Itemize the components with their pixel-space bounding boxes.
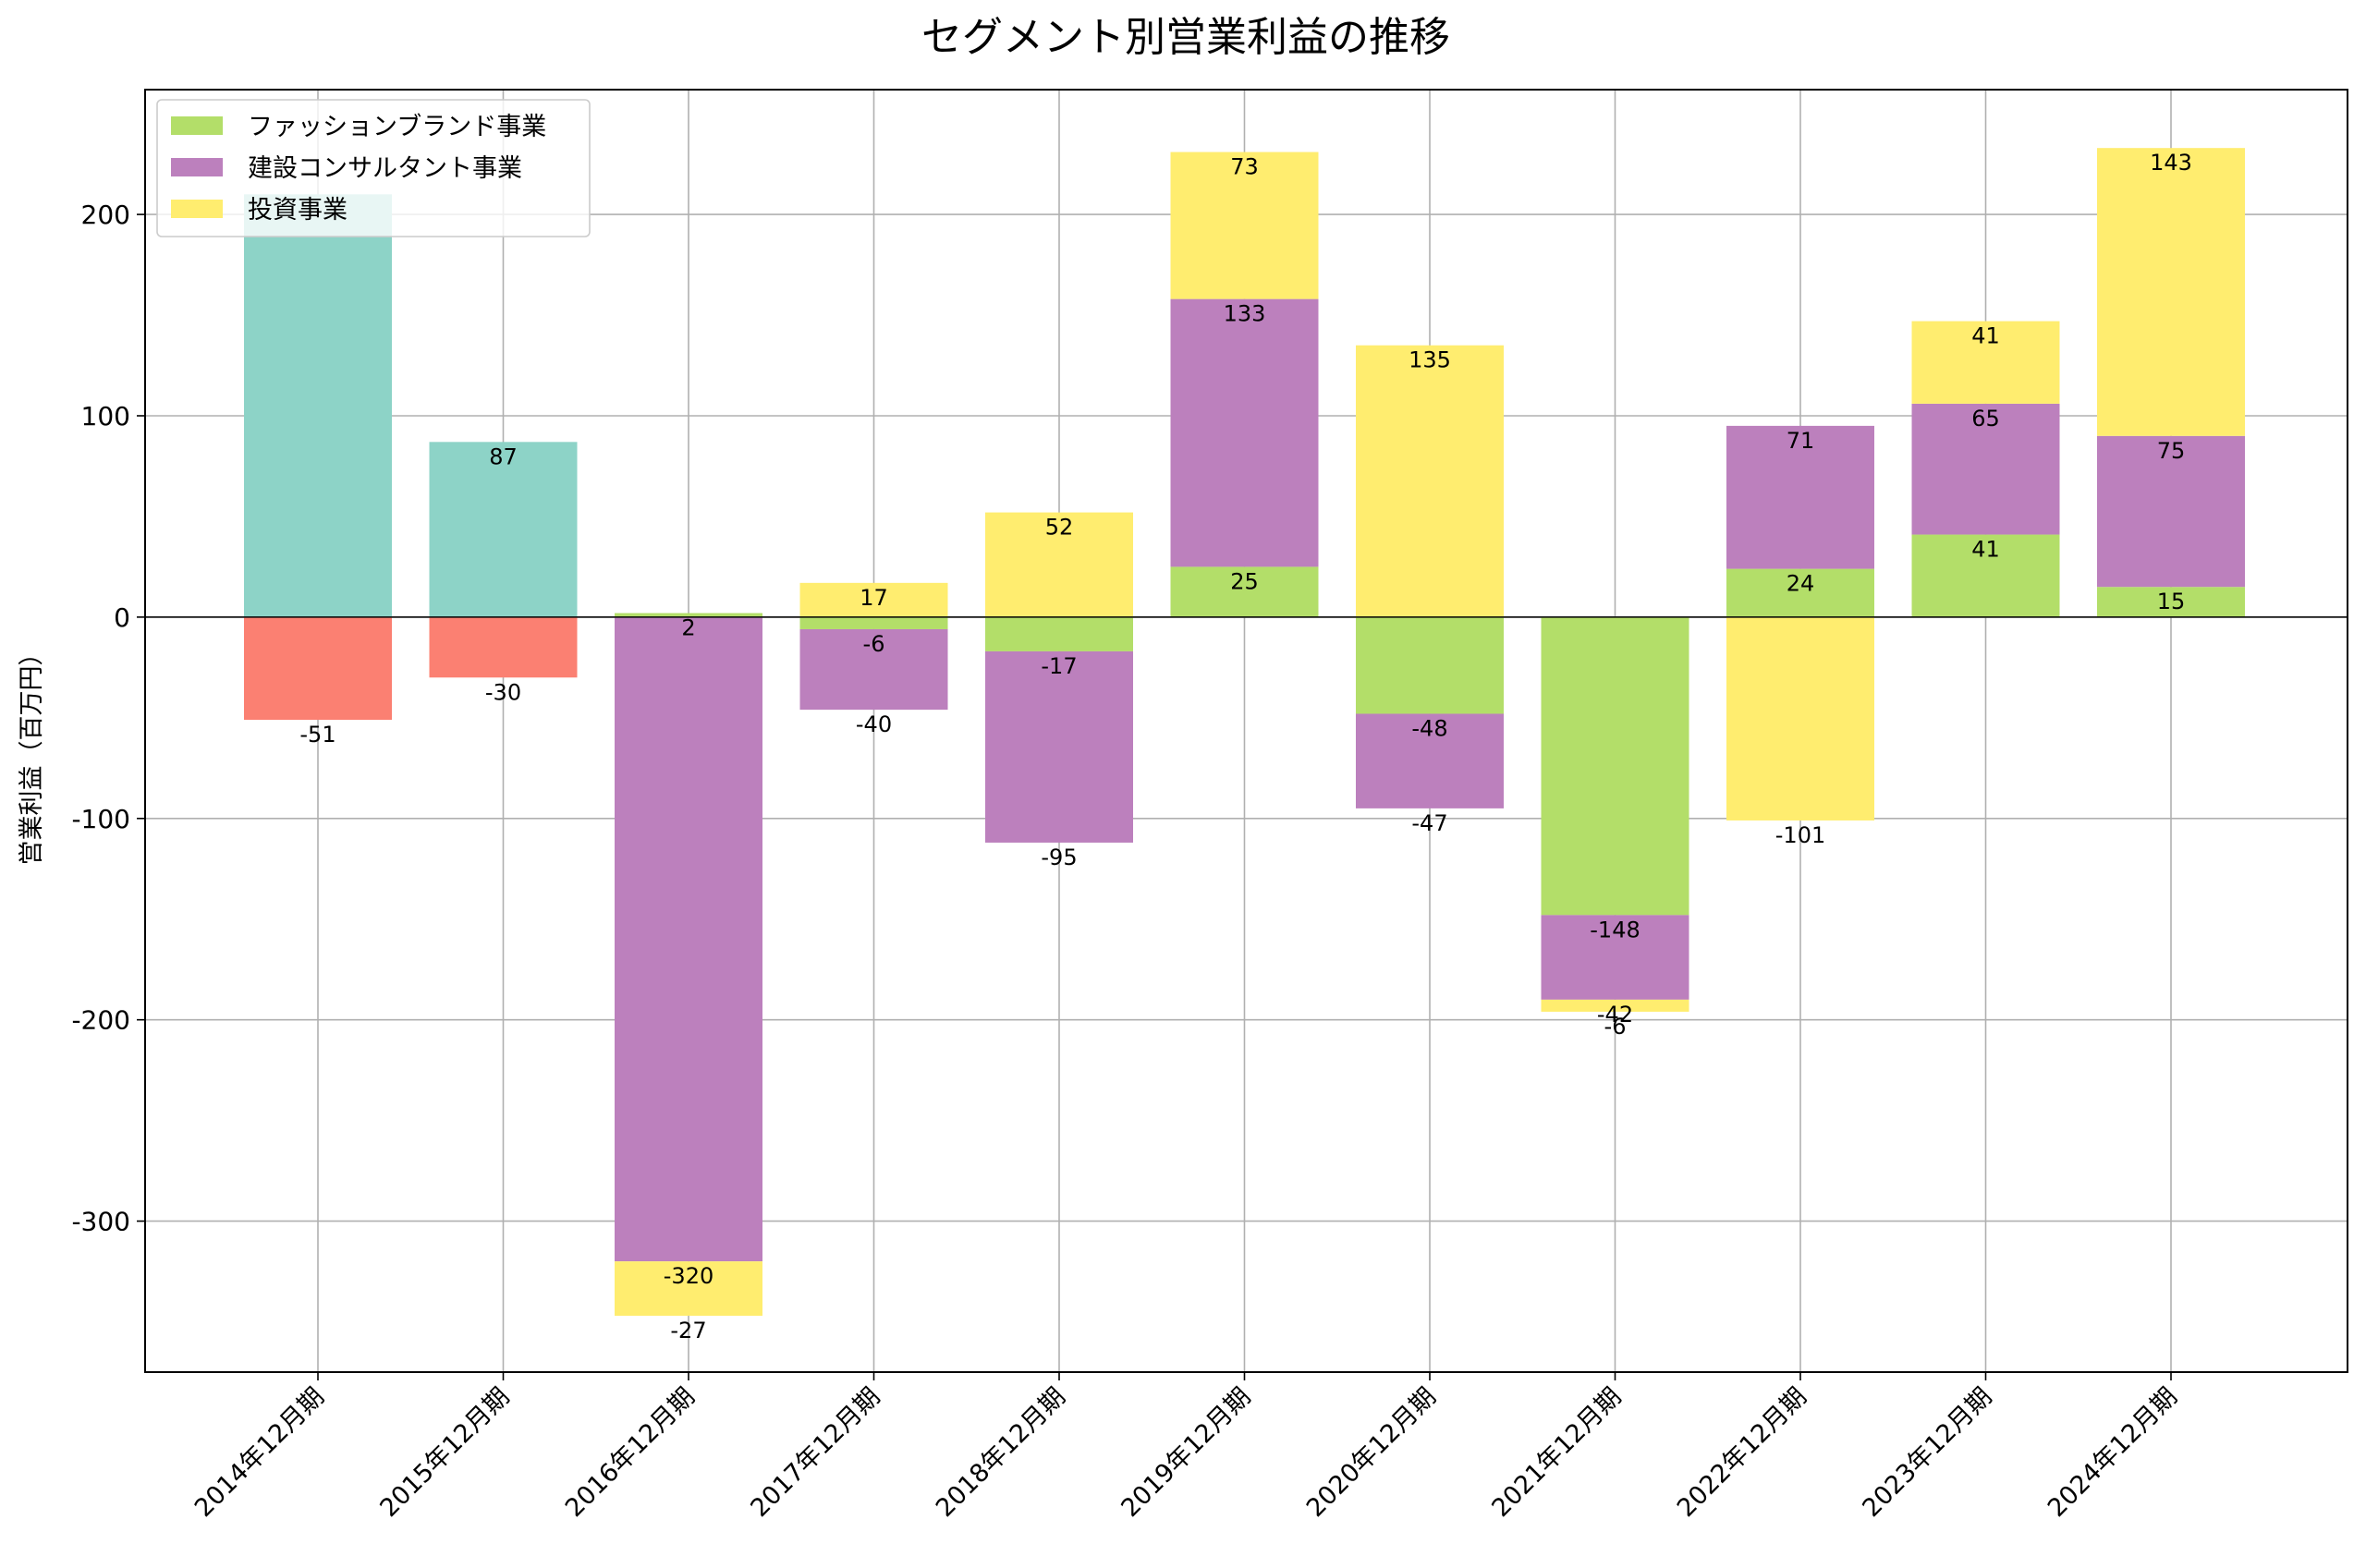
data-label: -17 bbox=[1041, 653, 1077, 679]
data-label: 87 bbox=[489, 444, 518, 469]
bar-series-4-10 bbox=[2097, 148, 2245, 436]
data-label: 41 bbox=[1971, 537, 2000, 563]
bars bbox=[244, 148, 2245, 1316]
bar-series-2-8 bbox=[1726, 568, 1874, 617]
bar-series-3-9 bbox=[1911, 403, 2060, 535]
legend-label: ファッションブランド事業 bbox=[248, 113, 546, 141]
data-label: 73 bbox=[1230, 154, 1259, 180]
bar-series-2-3 bbox=[799, 616, 948, 629]
legend-frame bbox=[156, 99, 591, 237]
data-label: -320 bbox=[664, 1263, 713, 1289]
bar-series-2-6 bbox=[1356, 616, 1504, 714]
data-label: -148 bbox=[1590, 917, 1640, 942]
bar-series-3-7 bbox=[1541, 915, 1689, 1000]
bar-series-3-3 bbox=[799, 628, 948, 711]
bar-series-2-4 bbox=[985, 616, 1133, 651]
data-labels: 87 -51 -30 2 -6 -17 25 -48 -148 24 41 15 -320 -40 -95 1… bbox=[299, 150, 2192, 1343]
data-label: 133 bbox=[1224, 301, 1266, 327]
bar-series-1-0 bbox=[244, 616, 392, 721]
data-label: -95 bbox=[1041, 845, 1077, 870]
bar-series-0-1 bbox=[429, 442, 578, 617]
x-tick-label: 2020年12月期 bbox=[1301, 1382, 1442, 1523]
y-tick-label: 200 bbox=[81, 200, 130, 230]
x-tick-label: 2017年12月期 bbox=[745, 1382, 885, 1523]
data-label: -47 bbox=[1411, 810, 1447, 836]
bar-series-4-6 bbox=[1356, 345, 1504, 617]
bar-series-3-5 bbox=[1170, 298, 1319, 567]
data-label: 2 bbox=[681, 615, 695, 641]
data-label: -6 bbox=[1604, 1014, 1627, 1039]
bar-series-2-2 bbox=[615, 613, 762, 617]
legend-label: 投資事業 bbox=[248, 196, 348, 225]
bar-series-4-7 bbox=[1541, 999, 1689, 1012]
y-tick-label: 100 bbox=[81, 401, 130, 432]
bar-series-3-4 bbox=[985, 650, 1133, 843]
bar-series-0-0 bbox=[244, 194, 392, 617]
data-label: 15 bbox=[2157, 589, 2186, 614]
y-tick-label: -300 bbox=[71, 1207, 130, 1237]
bar-series-2-10 bbox=[2097, 587, 2245, 617]
bar-series-4-9 bbox=[1911, 321, 2060, 404]
data-label: -101 bbox=[1775, 822, 1825, 848]
data-label: 71 bbox=[1787, 428, 1815, 454]
data-label: -48 bbox=[1411, 715, 1447, 741]
data-label: 75 bbox=[2157, 438, 2186, 464]
data-label: -40 bbox=[856, 711, 892, 737]
y-axis-label: 営業利益（百万円） bbox=[18, 641, 46, 866]
x-tick-label: 2016年12月期 bbox=[560, 1382, 701, 1523]
chart-title: セグメント別営業利益の推移 bbox=[921, 14, 1450, 61]
bar-series-2-9 bbox=[1911, 534, 2060, 617]
y-tick-label: -100 bbox=[71, 804, 130, 834]
bar-series-2-5 bbox=[1170, 566, 1319, 617]
bar-series-2-7 bbox=[1541, 616, 1689, 916]
bar-series-4-8 bbox=[1726, 616, 1874, 820]
legend-swatch bbox=[171, 116, 223, 135]
data-label: 52 bbox=[1045, 515, 1074, 541]
y-tick-label: -200 bbox=[71, 1005, 130, 1036]
x-tick-label: 2019年12月期 bbox=[1116, 1382, 1256, 1523]
data-label: -27 bbox=[670, 1318, 706, 1343]
x-tick-label: 2022年12月期 bbox=[1672, 1382, 1812, 1523]
bar-series-1-1 bbox=[429, 616, 578, 678]
data-label: 41 bbox=[1971, 323, 2000, 349]
x-tick-label: 2021年12月期 bbox=[1486, 1382, 1627, 1523]
bar-series-4-3 bbox=[799, 582, 948, 617]
plot-frame bbox=[144, 89, 2348, 1373]
y-axis-ticks: -300 -200 -100 0 100 200 bbox=[71, 200, 145, 1237]
bar-series-3-6 bbox=[1356, 713, 1504, 808]
bar-series-4-5 bbox=[1170, 152, 1319, 299]
data-label: -42 bbox=[1597, 1002, 1633, 1027]
data-label: -6 bbox=[863, 631, 885, 657]
data-label: -51 bbox=[299, 722, 335, 748]
x-tick-label: 2014年12月期 bbox=[189, 1382, 330, 1523]
data-label: 65 bbox=[1971, 406, 2000, 432]
bar-series-3-2 bbox=[615, 616, 762, 1262]
bar-series-3-10 bbox=[2097, 435, 2245, 588]
x-tick-label: 2024年12月期 bbox=[2043, 1382, 2183, 1523]
data-label: 143 bbox=[2150, 150, 2192, 176]
data-label: 17 bbox=[860, 585, 888, 611]
data-label: -30 bbox=[485, 679, 521, 705]
x-tick-label: 2015年12月期 bbox=[374, 1382, 515, 1523]
x-axis-ticks: 2014年12月期 2015年12月期 2016年12月期 2017年12月期 2018… bbox=[189, 1372, 2183, 1523]
y-tick-label: 0 bbox=[114, 602, 130, 633]
legend-swatch bbox=[171, 200, 223, 218]
legend-swatch bbox=[171, 158, 223, 176]
data-label: 135 bbox=[1409, 347, 1451, 373]
legend-label: 建設コンサルタント事業 bbox=[248, 154, 522, 183]
bar-series-4-2 bbox=[615, 1261, 762, 1316]
x-tick-label: 2018年12月期 bbox=[931, 1382, 1071, 1523]
data-label: 25 bbox=[1230, 568, 1259, 594]
x-tick-label: 2023年12月期 bbox=[1857, 1382, 1997, 1523]
data-label: 24 bbox=[1787, 571, 1815, 597]
bar-series-4-4 bbox=[985, 512, 1133, 617]
bar-series-3-8 bbox=[1726, 425, 1874, 569]
